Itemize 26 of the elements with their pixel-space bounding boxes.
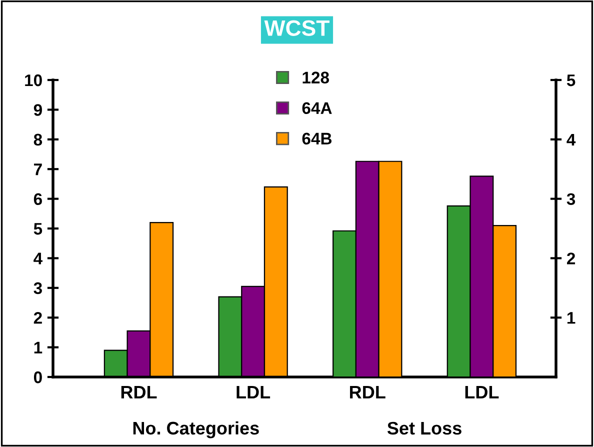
legend-label: 128: [302, 72, 330, 84]
y-tick-label: 5: [34, 223, 42, 235]
legend-label: 64B: [302, 132, 332, 145]
x-tick-label: RDL: [350, 386, 386, 398]
x-tick-label: RDL: [121, 386, 157, 398]
y2-tick-label: 4: [566, 134, 576, 146]
legend-label: 64A: [302, 102, 332, 114]
text: Set Loss: [387, 422, 462, 435]
y2-tick-label: 2: [566, 252, 576, 264]
y2-tick-label: 5: [566, 74, 576, 86]
y-tick-label: 10: [25, 74, 42, 86]
text: No. Categories: [133, 421, 259, 438]
y-tick-label: 7: [34, 164, 42, 176]
x-tick-label: LDL: [465, 386, 499, 398]
y2-tick-label: 1: [567, 312, 576, 324]
y-tick-label: 9: [34, 104, 42, 116]
y-tick-label: 3: [34, 282, 42, 294]
y-tick-label: 8: [34, 134, 42, 146]
x-tick-label: LDL: [236, 386, 270, 398]
y-tick-label: 0: [34, 371, 42, 384]
y-tick-label: 6: [34, 193, 42, 206]
y-tick-label: 2: [34, 312, 42, 324]
y-tick-label: 1: [34, 342, 42, 354]
chart-title: WCST: [264, 20, 330, 36]
y-tick-label: 4: [34, 252, 42, 264]
y2-tick-label: 3: [566, 193, 576, 206]
